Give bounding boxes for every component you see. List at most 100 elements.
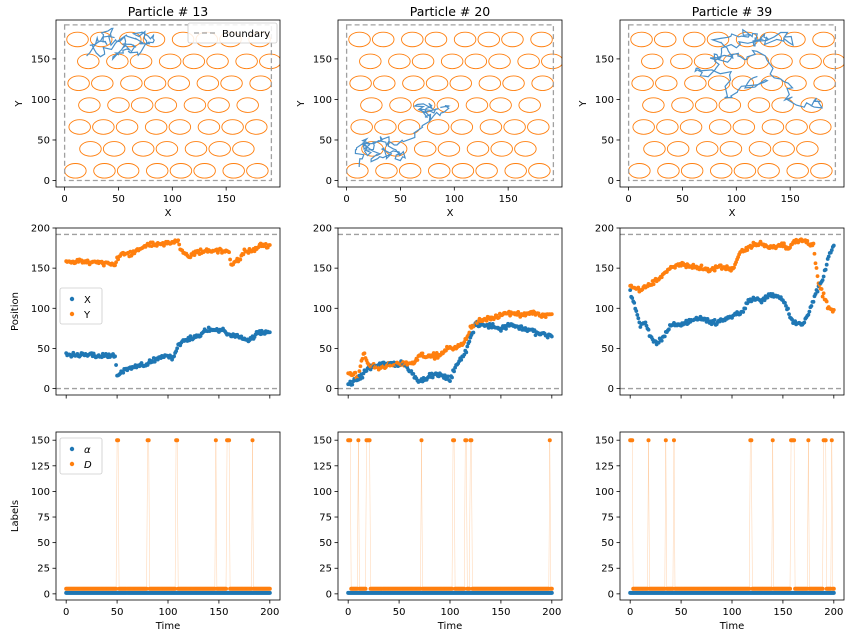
data-layer [620,233,844,390]
y-tick-label: 125 [313,461,332,472]
obstacle-circle [182,53,206,70]
position-x-point [684,318,689,323]
label-d-point [467,586,472,591]
obstacle-circle [68,119,91,135]
position-x-point [628,288,633,293]
position-y-point [267,243,272,247]
obstacle-circle [91,75,114,91]
legend-d-label: D [84,460,92,471]
obstacle-circle [167,75,190,91]
axes-frame [337,431,563,601]
position-x-point [815,289,820,294]
chart-title: Particle # 39 [692,4,773,19]
label-d-point [419,438,424,443]
position-y-point [415,358,420,362]
obstacle-circle [106,53,129,70]
label-d-point [646,438,651,443]
label-d-point [663,438,668,443]
y-tick-label: 100 [31,95,50,106]
y-axis-label: Y [14,100,25,108]
position-y-point [699,263,704,268]
x-tick-label: 100 [445,194,464,205]
x-tick-label: 50 [675,607,688,618]
position-x-point [712,318,717,322]
y-tick-label: 0 [44,589,50,600]
label-d-point [173,586,178,591]
label-d-point [829,438,834,443]
position-y-point [811,241,816,246]
obstacle-circle [183,97,207,113]
x-tick-label: 200 [542,607,561,618]
position-x-point [786,306,790,311]
obstacle-circle [812,31,835,48]
position-x-point [464,350,469,355]
legend-y-swatch [69,311,75,317]
position-x-point [662,334,667,339]
position-x-point [638,325,643,329]
obstacle-circle [92,119,115,135]
position-y-point [732,265,736,270]
obstacle-circle [466,141,490,157]
position-x-point [632,300,637,305]
obstacle-circle [206,53,229,70]
position-x-point [121,370,126,375]
position-x-point [783,300,787,305]
position-x-point [348,379,353,384]
obstacle-circle [155,141,179,157]
y-tick-label: 125 [595,461,614,472]
y-tick-label: 100 [313,304,332,315]
obstacle-circle [718,97,742,113]
position-x-point [174,349,179,354]
position-x-point [784,303,788,308]
position-x-point [446,374,450,379]
position-y-point [113,263,117,268]
legend-alpha-label: α [84,445,91,456]
obstacle-circle [245,119,268,135]
y-tick-label: 0 [608,589,614,600]
obstacle-circle [710,163,733,179]
obstacle-circle [143,75,167,91]
obstacle-circle [221,119,244,135]
position-y-point [431,351,436,355]
obstacle-circle [168,119,192,135]
obstacle-circle [453,31,477,48]
x-axis-label: X [447,208,454,219]
y-tick-label: 100 [313,487,332,498]
legend-box [59,287,103,325]
position-y-point [177,242,182,247]
position-x-point [790,317,794,322]
obstacle-circle [785,119,808,135]
position-x-point [741,310,746,314]
obstacle-circle [359,53,382,70]
y-tick-label: 100 [595,304,614,315]
position-y-point [357,369,362,374]
x-axis-label: Time [437,621,462,632]
y-tick-label: 75 [601,513,614,524]
obstacle-circle [232,141,255,157]
obstacle-circle [464,53,488,70]
legend-y-label: Y [83,310,91,321]
y-tick-label: 75 [37,513,50,524]
obstacle-circle [193,163,216,179]
obstacle-circle [518,97,541,113]
obstacle-circle [372,31,395,48]
obstacle-circle [208,141,231,157]
obstacle-circle [375,163,398,179]
obstacle-circle [541,53,562,70]
label-d-point [770,438,775,443]
obstacle-circle [169,163,193,179]
obstacle-circle [246,163,269,179]
obstacle-circle [517,53,540,70]
x-tick-label: 0 [345,607,351,618]
position-x-point [787,312,791,317]
obstacle-circle [115,119,139,135]
y-axis-label: Labels [10,500,21,532]
label-d-point [747,586,752,591]
obstacle-circle [349,75,372,91]
legend-boundary-label: Boundary [222,29,270,40]
label-d-point [464,438,469,443]
x-tick-label: 150 [217,194,236,205]
position-x-point [636,316,641,321]
position-x-point [452,369,456,374]
